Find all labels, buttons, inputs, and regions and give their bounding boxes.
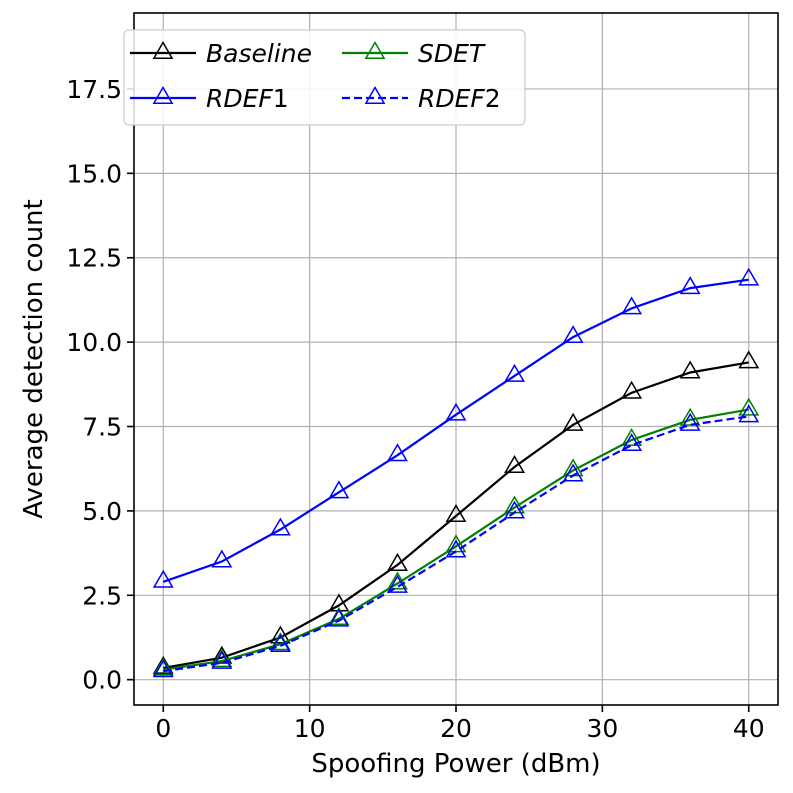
- data-point-baseline: [679, 360, 701, 379]
- data-point-rdef1: [445, 402, 467, 421]
- series-line-rdef2: [163, 415, 749, 673]
- data-point-rdef1: [504, 363, 526, 382]
- x-axis-label: Spoofing Power (dBm): [311, 749, 600, 779]
- legend-label-italic: RDEF: [418, 84, 485, 113]
- data-point-sdet: [269, 632, 291, 651]
- series-line-rdef1: [162, 278, 749, 583]
- y-tick-label: 12.5: [66, 244, 122, 273]
- x-tick-label: 10: [294, 714, 326, 743]
- series-sdet: [152, 397, 760, 676]
- data-point-baseline: [152, 655, 174, 674]
- data-point-rdef1: [562, 325, 584, 344]
- y-tick-label: 10.0: [66, 328, 122, 357]
- y-tick-label: 17.5: [66, 75, 122, 104]
- legend-label: RDEF2: [418, 84, 501, 113]
- legend-label-italic: SDET: [418, 39, 486, 68]
- series-line-baseline: [163, 361, 749, 669]
- data-point-baseline: [621, 380, 643, 399]
- data-point-rdef1: [738, 267, 760, 286]
- data-point-baseline: [445, 504, 467, 522]
- data-point-rdef1: [211, 549, 233, 568]
- legend-item-rdef1: RDEF1: [130, 84, 289, 113]
- y-tick-label: 0.0: [82, 666, 122, 695]
- data-point-rdef2: [152, 659, 174, 678]
- axis-ticks: 0 10 20 30 40 0.0 2.5 5.0 7.5 10.0 12.5 15.0 17.5: [66, 75, 764, 743]
- series-rdef2: [152, 404, 760, 678]
- data-point-rdef1: [386, 443, 408, 462]
- data-point-sdet: [738, 397, 760, 416]
- legend-label: Baseline: [206, 39, 312, 68]
- y-axis-label: Average detection count: [19, 199, 49, 518]
- data-point-sdet: [679, 407, 701, 426]
- data-point-rdef2: [621, 433, 643, 452]
- legend-item-baseline: Baseline: [130, 39, 312, 68]
- data-point-sdet: [621, 428, 643, 447]
- data-point-rdef1: [328, 480, 350, 499]
- data-point-rdef1: [152, 569, 174, 588]
- legend-marker: [152, 40, 174, 60]
- data-point-rdef2: [445, 539, 467, 558]
- y-tick-label: 5.0: [82, 497, 122, 526]
- data-point-baseline: [738, 350, 760, 369]
- legend-label-suffix: 1: [273, 84, 289, 113]
- legend-label-italic: RDEF: [206, 84, 273, 113]
- series-baseline: [152, 350, 760, 674]
- legend-marker: [152, 85, 174, 105]
- data-point-sdet: [328, 606, 350, 625]
- legend-box: [123, 29, 526, 126]
- legend-marker: [364, 40, 386, 60]
- data-point-baseline: [504, 455, 526, 474]
- data-point-rdef1: [621, 296, 643, 315]
- data-point-rdef2: [211, 650, 233, 669]
- y-tick-label: 15.0: [66, 159, 122, 188]
- data-point-rdef2: [738, 404, 760, 423]
- y-tick-label: 2.5: [82, 581, 122, 610]
- data-point-rdef2: [562, 463, 584, 482]
- legend-marker: [364, 85, 386, 105]
- x-tick-label: 0: [155, 714, 171, 743]
- data-point-rdef2: [269, 633, 291, 652]
- legend-label-suffix: 2: [485, 84, 501, 113]
- data-point-rdef2: [328, 608, 350, 627]
- legend-item-rdef2: RDEF2: [342, 84, 501, 113]
- series-group: [152, 267, 760, 678]
- data-point-baseline: [386, 552, 408, 571]
- x-tick-label: 20: [440, 714, 472, 743]
- data-point-rdef2: [386, 574, 408, 593]
- data-point-baseline: [211, 645, 233, 664]
- data-point-baseline: [269, 625, 291, 644]
- data-point-sdet: [152, 657, 174, 676]
- data-point-sdet: [386, 571, 408, 590]
- data-point-rdef2: [679, 412, 701, 431]
- legend-label-italic: Baseline: [206, 39, 312, 68]
- legend-item-sdet: SDET: [342, 39, 486, 68]
- legend-label: RDEF1: [206, 84, 289, 113]
- data-point-sdet: [211, 649, 233, 668]
- x-tick-label: 30: [586, 714, 618, 743]
- data-point-rdef1: [269, 517, 291, 536]
- data-point-rdef2: [504, 500, 526, 519]
- y-tick-label: 7.5: [82, 413, 122, 442]
- grid-lines: [134, 13, 778, 705]
- series-rdef1: [152, 267, 760, 588]
- series-line-sdet: [163, 408, 749, 671]
- data-point-rdef1: [679, 276, 701, 295]
- legend-label: SDET: [418, 39, 486, 68]
- x-tick-label: 40: [733, 714, 765, 743]
- data-point-baseline: [562, 412, 584, 431]
